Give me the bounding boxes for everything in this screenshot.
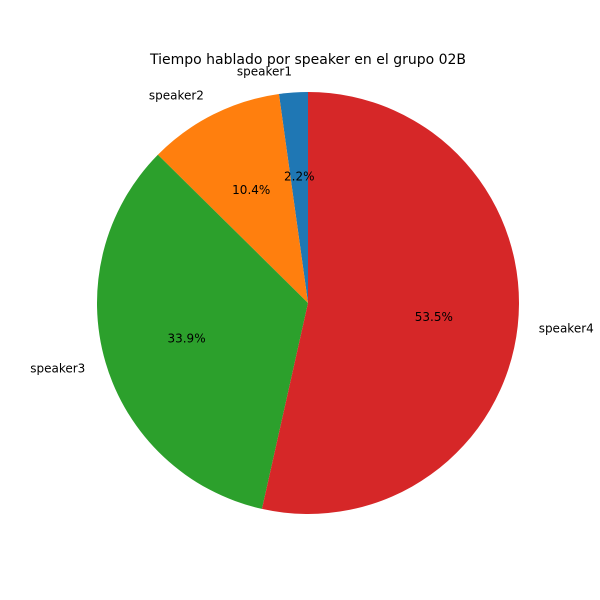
pie-slices — [97, 92, 519, 514]
slice-percent-speaker1: 2.2% — [284, 170, 315, 184]
slice-percent-speaker2: 10.4% — [232, 183, 270, 197]
pie-slice-speaker4 — [261, 92, 519, 514]
slice-label-speaker1: speaker1 — [237, 64, 292, 78]
slice-label-speaker4: speaker4 — [539, 321, 594, 335]
slice-percent-speaker3: 33.9% — [167, 332, 205, 346]
pie-slice-speaker2 — [157, 94, 308, 304]
slice-label-speaker3: speaker3 — [30, 361, 85, 375]
chart-title: Tiempo hablado por speaker en el grupo 0… — [149, 52, 466, 68]
pie-slice-speaker1 — [278, 92, 308, 303]
slice-label-speaker2: speaker2 — [149, 89, 204, 103]
slice-percent-speaker4: 53.5% — [415, 310, 453, 324]
pie-slice-speaker3 — [97, 154, 308, 509]
pie-labels: speaker1 2.2% speaker2 10.4% speaker3 33.9% sp… — [30, 64, 594, 375]
